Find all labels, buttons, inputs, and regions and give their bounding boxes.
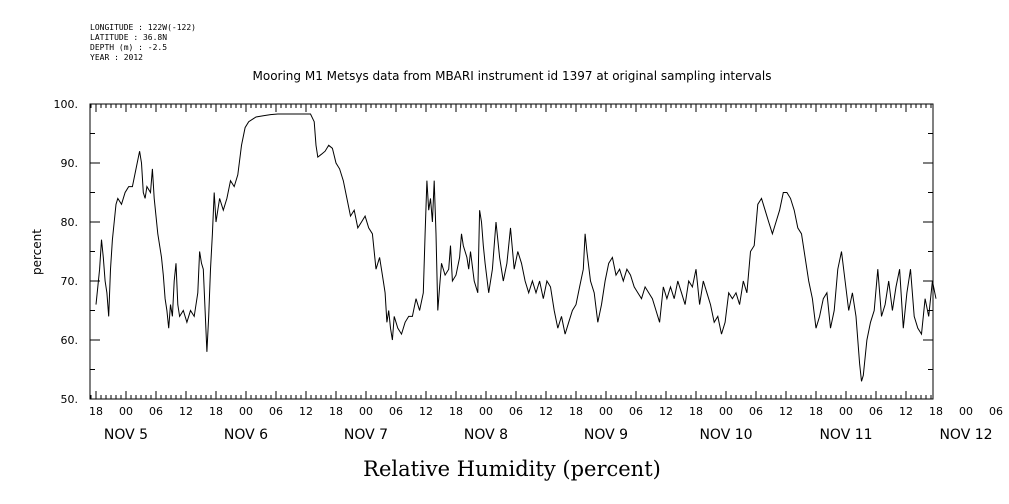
x-hour-label: 12 — [179, 405, 193, 418]
y-axis: 50. 60. 70. 80. 90. 100. — [54, 98, 933, 406]
x-hour-label: 12 — [419, 405, 433, 418]
x-hour-label: 18 — [809, 405, 823, 418]
x-hour-label: 06 — [269, 405, 283, 418]
latitude-label: LATITUDE : 36.8N — [90, 33, 167, 42]
x-hour-label: 06 — [749, 405, 763, 418]
x-hour-label: 00 — [959, 405, 973, 418]
y-tick-label: 90. — [61, 157, 79, 170]
y-tick-label: 50. — [61, 393, 79, 406]
x-hour-label: 18 — [929, 405, 943, 418]
x-hour-label: 06 — [509, 405, 523, 418]
x-axis: 18 00 06 12 18 00 06 12 18 00 06 12 18 00 06 12 18 00 06 12… — [89, 104, 1003, 443]
chart-title: Mooring M1 Metsys data from MBARI instru… — [253, 69, 772, 83]
x-hour-label: 00 — [479, 405, 493, 418]
x-hour-label: 00 — [599, 405, 613, 418]
x-day-label: NOV 12 — [939, 427, 992, 443]
x-hour-label: 00 — [119, 405, 133, 418]
longitude-label: LONGITUDE : 122W(-122) — [90, 23, 196, 32]
x-day-label: NOV 11 — [819, 427, 872, 443]
x-hour-label: 00 — [839, 405, 853, 418]
x-hour-label: 00 — [359, 405, 373, 418]
y-tick-label: 70. — [61, 275, 79, 288]
x-hour-label: 18 — [689, 405, 703, 418]
x-axis-label: Relative Humidity (percent) — [363, 457, 661, 481]
x-day-label: NOV 10 — [699, 427, 752, 443]
x-day-label: NOV 6 — [224, 427, 268, 443]
x-hour-label: 06 — [869, 405, 883, 418]
x-hour-label: 12 — [899, 405, 913, 418]
x-day-label: NOV 8 — [464, 427, 508, 443]
x-day-label: NOV 9 — [584, 427, 628, 443]
x-day-label: NOV 5 — [104, 427, 148, 443]
depth-label: DEPTH (m) : -2.5 — [90, 43, 167, 52]
y-tick-label: 100. — [54, 98, 79, 111]
x-hour-label: 12 — [539, 405, 553, 418]
x-hour-label: 12 — [659, 405, 673, 418]
x-hour-label: 06 — [629, 405, 643, 418]
x-hour-label: 06 — [989, 405, 1003, 418]
x-hour-label: 00 — [239, 405, 253, 418]
x-hour-label: 18 — [209, 405, 223, 418]
x-hour-label: 06 — [389, 405, 403, 418]
plot-area — [95, 113, 937, 382]
y-tick-label: 60. — [61, 334, 79, 347]
plot-frame — [89, 103, 934, 400]
x-hour-label: 12 — [299, 405, 313, 418]
year-label: YEAR : 2012 — [90, 53, 143, 62]
x-hour-label: 00 — [719, 405, 733, 418]
x-hour-label: 18 — [329, 405, 343, 418]
x-hour-label: 12 — [779, 405, 793, 418]
x-hour-label: 18 — [449, 405, 463, 418]
x-hour-label: 18 — [569, 405, 583, 418]
y-tick-label: 80. — [61, 216, 79, 229]
humidity-series-line — [95, 113, 937, 382]
x-hour-label: 06 — [149, 405, 163, 418]
y-axis-label: percent — [30, 229, 44, 275]
x-day-label: NOV 7 — [344, 427, 388, 443]
x-hour-label: 18 — [89, 405, 103, 418]
